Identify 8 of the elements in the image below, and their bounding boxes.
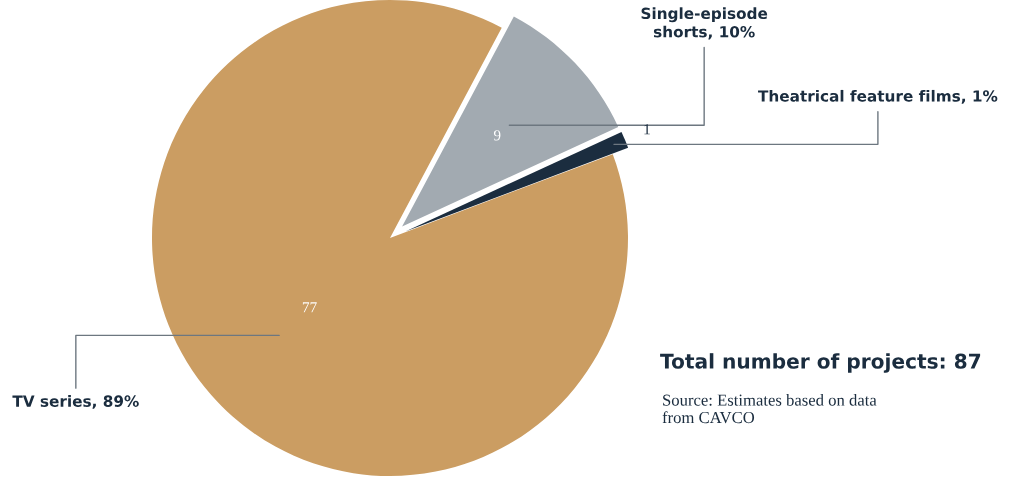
slice-label: TV series, 89% — [12, 395, 139, 409]
slice-label: Single-episode shorts, 10% — [641, 7, 768, 40]
text: Total number of projects: 87 — [660, 353, 981, 373]
data-label: 77 — [302, 302, 317, 313]
data-label: 1 — [644, 124, 650, 135]
source-note: Source: Estimates based on data from CAVCO — [662, 394, 877, 424]
slice-label: Theatrical feature films, 1% — [758, 89, 998, 104]
data-label: 9 — [493, 130, 501, 141]
